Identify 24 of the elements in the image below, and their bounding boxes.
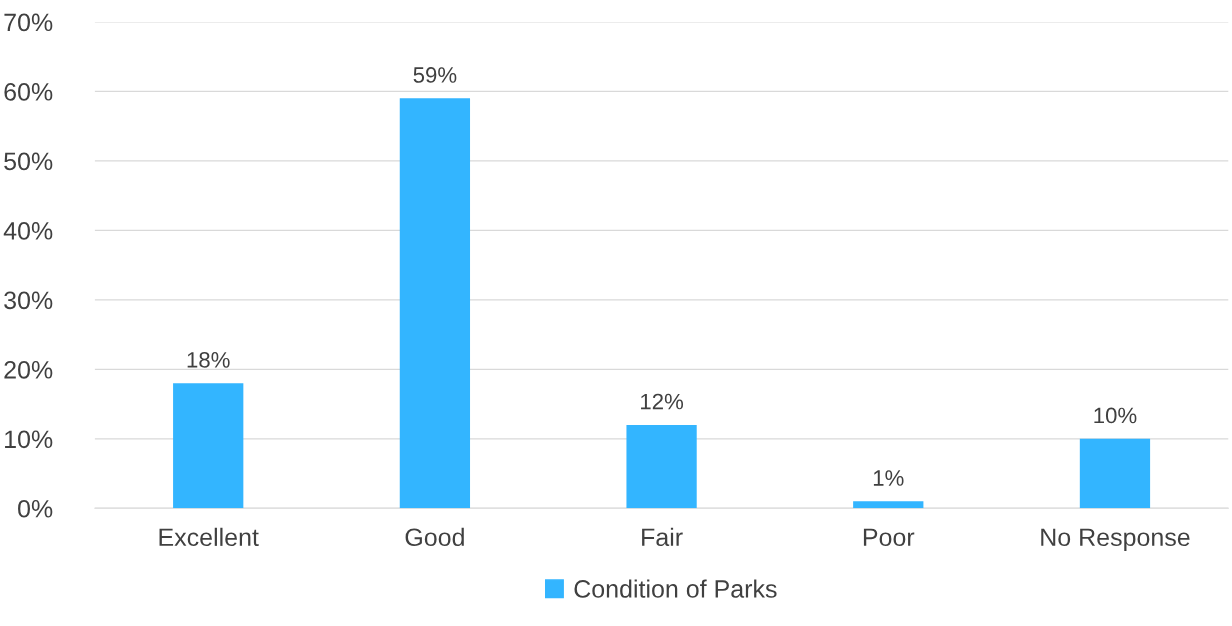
x-tick-label: No Response [1041,528,1190,552]
x-tick-label: Good [405,527,464,547]
data-label: 10% [1094,407,1137,424]
y-tick-label: 70% [4,13,53,32]
bar [626,424,697,509]
x-tick-label: Fair [642,527,683,547]
y-tick-label: 50% [4,152,53,171]
y-tick-label: 30% [4,291,53,310]
x-tick-label: Poor [863,528,915,547]
bar [173,383,244,509]
bar [399,98,471,509]
data-label: 1% [873,470,904,486]
data-label: 18% [187,352,230,368]
data-label: 59% [413,67,457,83]
y-tick-label: 20% [4,360,53,379]
y-tick-label: 10% [5,430,53,449]
x-tick-label: Excellent [159,527,259,547]
y-tick-label: 60% [4,83,53,101]
bar [853,501,924,509]
y-tick-label: 0% [18,499,53,518]
legend-label: Condition of Parks [574,579,777,598]
y-tick-label: 40% [3,221,53,240]
bar [1079,438,1151,509]
data-label: 12% [641,393,684,410]
